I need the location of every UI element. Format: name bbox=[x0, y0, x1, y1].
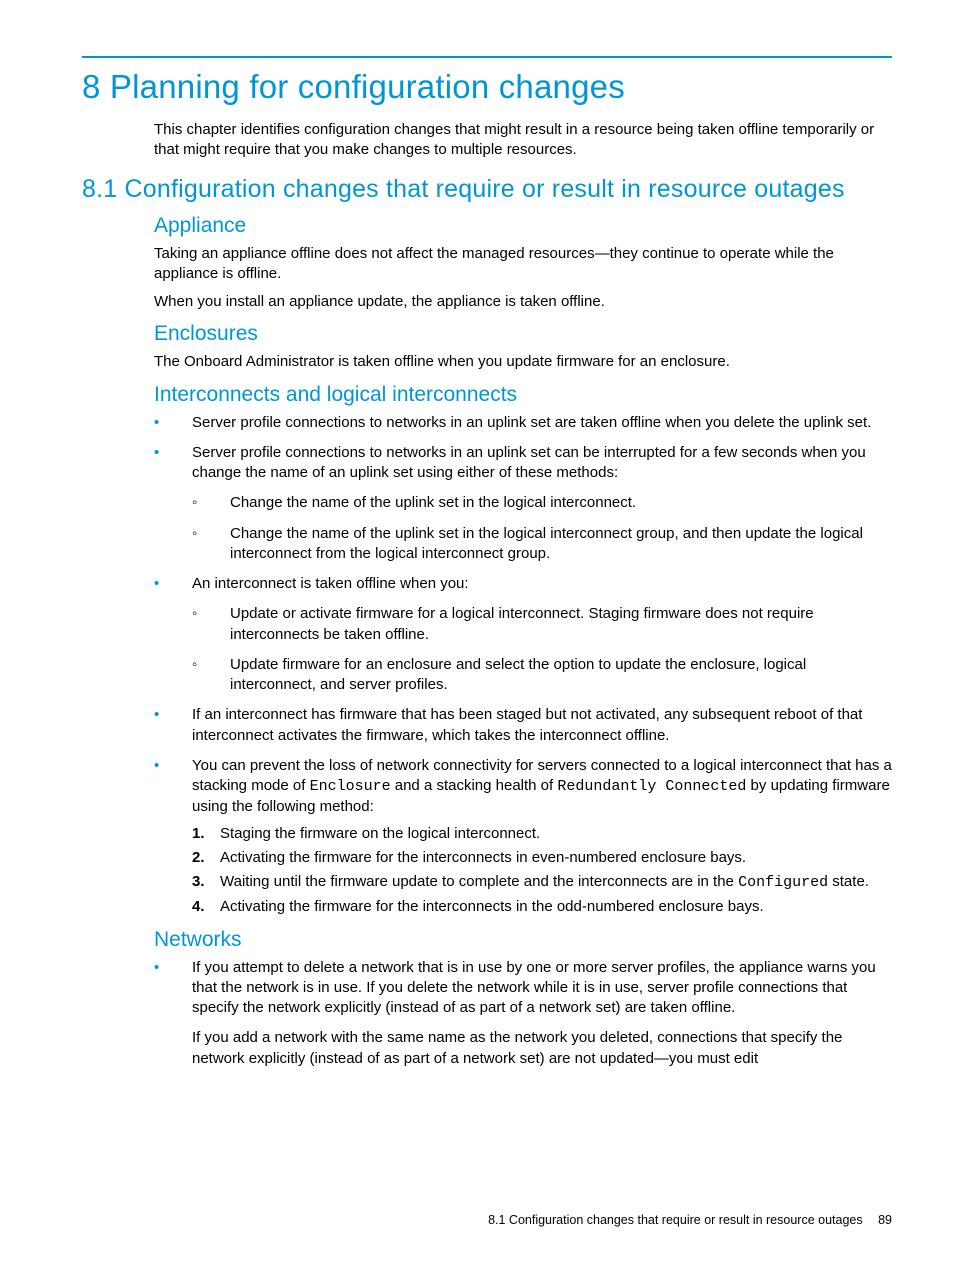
step-text: Staging the firmware on the logical inte… bbox=[220, 825, 540, 842]
list-item: An interconnect is taken offline when yo… bbox=[154, 574, 892, 695]
step-text-post: state. bbox=[828, 873, 869, 890]
interconnects-list: Server profile connections to networks i… bbox=[154, 413, 892, 918]
code-enclosure: Enclosure bbox=[310, 778, 391, 795]
bullet-text: Server profile connections to networks i… bbox=[192, 414, 871, 431]
networks-list: If you attempt to delete a network that … bbox=[154, 958, 892, 1069]
step-text: Activating the firmware for the intercon… bbox=[220, 849, 746, 866]
bullet-text: If you attempt to delete a network that … bbox=[192, 959, 876, 1017]
sublist: Update or activate firmware for a logica… bbox=[192, 604, 892, 695]
list-item: Change the name of the uplink set in the… bbox=[192, 524, 892, 565]
footer-section-title: 8.1 Configuration changes that require o… bbox=[488, 1213, 863, 1227]
appliance-p2: When you install an appliance update, th… bbox=[154, 292, 892, 312]
list-item: 4. Activating the firmware for the interc… bbox=[192, 897, 892, 917]
appliance-p1: Taking an appliance offline does not aff… bbox=[154, 244, 892, 285]
bullet-text: If an interconnect has firmware that has… bbox=[192, 706, 862, 743]
step-number: 1. bbox=[192, 824, 205, 844]
list-item: Update firmware for an enclosure and sel… bbox=[192, 655, 892, 696]
bullet-text: Update or activate firmware for a logica… bbox=[230, 605, 814, 642]
bullet-text: Server profile connections to networks i… bbox=[192, 444, 866, 481]
page-footer: 8.1 Configuration changes that require o… bbox=[488, 1213, 892, 1227]
list-item: Server profile connections to networks i… bbox=[154, 443, 892, 564]
page: 8 Planning for configuration changes Thi… bbox=[0, 0, 954, 1119]
top-rule bbox=[82, 56, 892, 58]
enclosures-p1: The Onboard Administrator is taken offli… bbox=[154, 352, 892, 372]
enclosures-heading: Enclosures bbox=[154, 322, 892, 346]
code-redundantly-connected: Redundantly Connected bbox=[557, 778, 746, 795]
bullet-text: Change the name of the uplink set in the… bbox=[230, 525, 863, 562]
step-text-pre: Waiting until the firmware update to com… bbox=[220, 873, 738, 890]
list-item: 2. Activating the firmware for the interc… bbox=[192, 848, 892, 868]
bullet-text: An interconnect is taken offline when yo… bbox=[192, 575, 469, 592]
list-item: If an interconnect has firmware that has… bbox=[154, 705, 892, 746]
list-item: 3. Waiting until the firmware update to c… bbox=[192, 872, 892, 893]
interconnects-heading: Interconnects and logical interconnects bbox=[154, 383, 892, 407]
list-item: Server profile connections to networks i… bbox=[154, 413, 892, 433]
bullet-text: Change the name of the uplink set in the… bbox=[230, 494, 636, 511]
numbered-list: 1. Staging the firmware on the logical in… bbox=[192, 824, 892, 918]
step-number: 2. bbox=[192, 848, 205, 868]
chapter-intro: This chapter identifies configuration ch… bbox=[154, 120, 892, 161]
code-configured: Configured bbox=[738, 874, 828, 891]
bullet-text-mid: and a stacking health of bbox=[391, 777, 558, 794]
appliance-heading: Appliance bbox=[154, 214, 892, 238]
list-item: 1. Staging the firmware on the logical in… bbox=[192, 824, 892, 844]
list-item: Change the name of the uplink set in the… bbox=[192, 493, 892, 513]
page-number: 89 bbox=[878, 1213, 892, 1227]
step-number: 3. bbox=[192, 872, 205, 892]
list-item: You can prevent the loss of network conn… bbox=[154, 756, 892, 918]
list-item: If you attempt to delete a network that … bbox=[154, 958, 892, 1069]
list-item: Update or activate firmware for a logica… bbox=[192, 604, 892, 645]
networks-heading: Networks bbox=[154, 928, 892, 952]
bullet-text-continued: If you add a network with the same name … bbox=[192, 1028, 892, 1069]
sublist: Change the name of the uplink set in the… bbox=[192, 493, 892, 564]
chapter-title: 8 Planning for configuration changes bbox=[82, 68, 892, 106]
bullet-text: Update firmware for an enclosure and sel… bbox=[230, 656, 806, 693]
step-number: 4. bbox=[192, 897, 205, 917]
section-8-1-title: 8.1 Configuration changes that require o… bbox=[82, 175, 892, 204]
step-text: Activating the firmware for the intercon… bbox=[220, 898, 764, 915]
